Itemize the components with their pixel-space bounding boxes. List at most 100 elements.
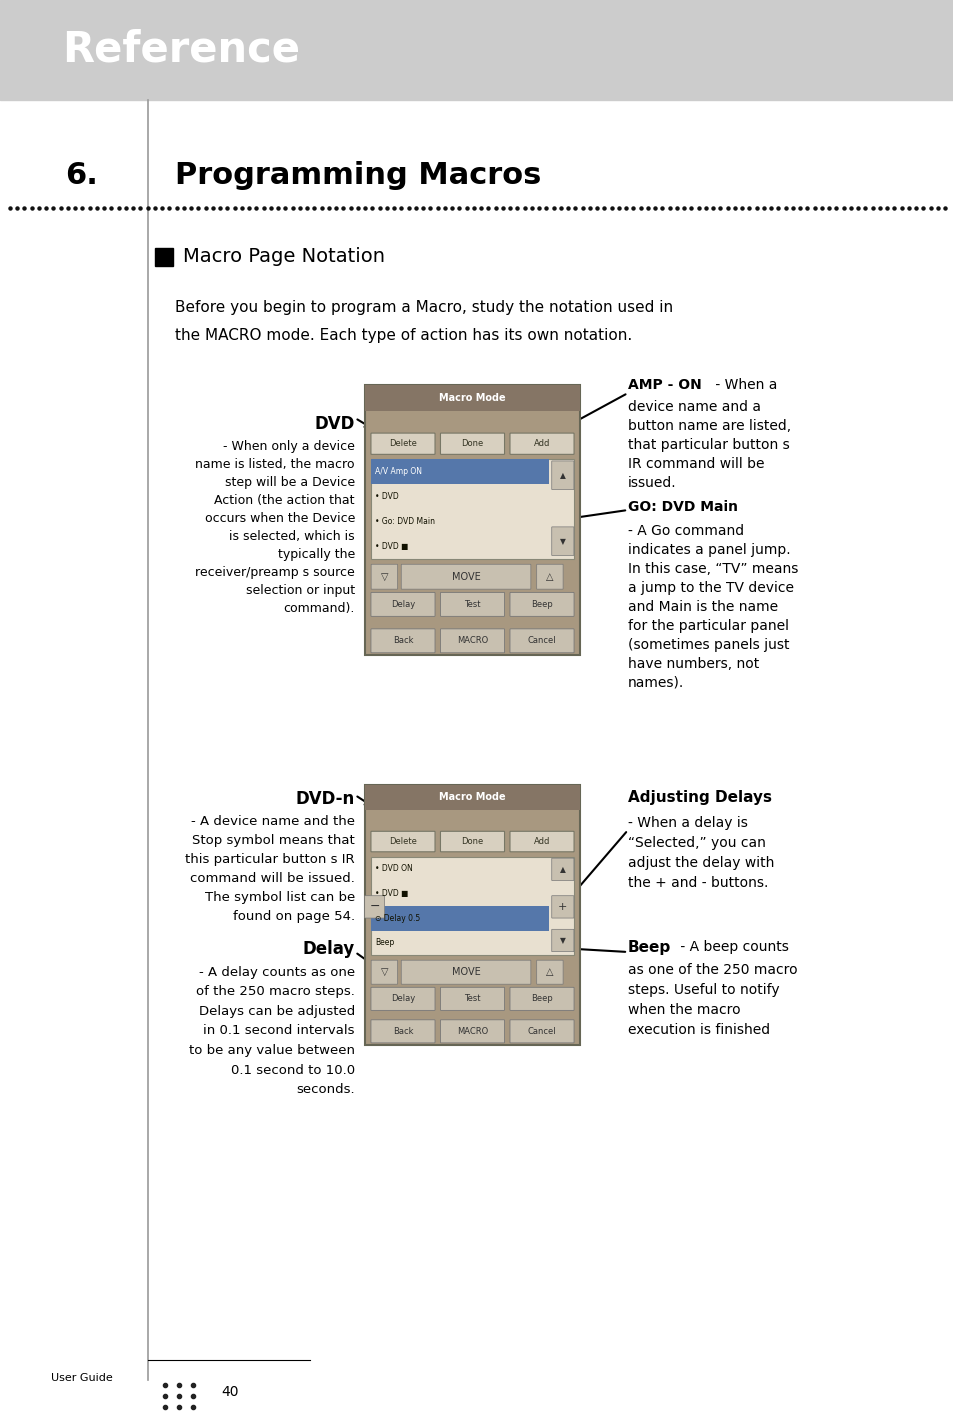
Text: MACRO: MACRO — [456, 1027, 488, 1036]
FancyBboxPatch shape — [440, 629, 504, 653]
FancyBboxPatch shape — [551, 896, 574, 919]
Bar — [371, 856, 573, 955]
Text: adjust the delay with: adjust the delay with — [627, 856, 774, 871]
Bar — [154, 248, 172, 267]
Text: The symbol list can be: The symbol list can be — [205, 890, 355, 904]
Text: IR command will be: IR command will be — [627, 457, 763, 471]
FancyBboxPatch shape — [537, 564, 562, 590]
Text: ▼: ▼ — [559, 935, 565, 945]
FancyBboxPatch shape — [440, 433, 504, 454]
Text: device name and a: device name and a — [627, 399, 760, 413]
Text: A/V Amp ON: A/V Amp ON — [375, 467, 422, 477]
FancyBboxPatch shape — [510, 629, 574, 653]
Text: DVD: DVD — [314, 415, 355, 433]
FancyBboxPatch shape — [440, 831, 504, 852]
Text: in 0.1 second intervals: in 0.1 second intervals — [203, 1024, 355, 1037]
Text: • DVD ■: • DVD ■ — [375, 542, 409, 552]
Text: ▲: ▲ — [559, 471, 565, 480]
Text: Beep: Beep — [627, 940, 671, 955]
Text: ▽: ▽ — [380, 571, 388, 581]
Text: this particular button s IR: this particular button s IR — [185, 854, 355, 866]
Text: +: + — [558, 902, 567, 912]
Text: command).: command). — [283, 602, 355, 615]
FancyBboxPatch shape — [551, 461, 574, 490]
Text: the + and - buttons.: the + and - buttons. — [627, 876, 767, 890]
Bar — [371, 459, 548, 484]
Text: Delay: Delay — [391, 600, 415, 610]
Text: receiver/preamp s source: receiver/preamp s source — [195, 566, 355, 579]
Text: Macro Mode: Macro Mode — [438, 392, 505, 402]
Text: ⊙ Delay 0.5: ⊙ Delay 0.5 — [375, 914, 420, 923]
FancyBboxPatch shape — [440, 1020, 504, 1043]
Text: found on page 54.: found on page 54. — [233, 910, 355, 923]
Text: - A delay counts as one: - A delay counts as one — [198, 967, 355, 979]
Text: Beep: Beep — [375, 938, 395, 947]
Text: Delay: Delay — [391, 995, 415, 1003]
Text: - When a: - When a — [710, 378, 777, 392]
Text: a jump to the TV device: a jump to the TV device — [627, 581, 793, 595]
Text: Cancel: Cancel — [527, 636, 556, 645]
Text: Done: Done — [461, 439, 483, 449]
Text: MOVE: MOVE — [451, 967, 480, 978]
Text: ▼: ▼ — [559, 536, 565, 546]
Text: Beep: Beep — [531, 995, 553, 1003]
Text: GO: DVD Main: GO: DVD Main — [627, 499, 738, 514]
Text: of the 250 macro steps.: of the 250 macro steps. — [196, 985, 355, 999]
Text: name is listed, the macro: name is listed, the macro — [195, 459, 355, 471]
FancyBboxPatch shape — [510, 988, 574, 1010]
Bar — [0, 0, 953, 100]
Text: Add: Add — [534, 837, 550, 847]
Text: Cancel: Cancel — [527, 1027, 556, 1036]
FancyBboxPatch shape — [551, 526, 574, 556]
Text: • DVD ■: • DVD ■ — [375, 889, 409, 897]
Text: (sometimes panels just: (sometimes panels just — [627, 638, 789, 652]
Text: AMP - ON: AMP - ON — [627, 378, 701, 392]
Text: Macro Page Notation: Macro Page Notation — [183, 247, 385, 267]
FancyBboxPatch shape — [537, 961, 562, 985]
Text: selection or input: selection or input — [246, 584, 355, 597]
Text: - A device name and the: - A device name and the — [191, 816, 355, 828]
Text: button name are listed,: button name are listed, — [627, 419, 790, 433]
Text: that particular button s: that particular button s — [627, 437, 789, 452]
Text: • DVD: • DVD — [375, 492, 398, 501]
FancyBboxPatch shape — [371, 564, 397, 590]
Text: is selected, which is: is selected, which is — [229, 531, 355, 543]
Text: Programming Macros: Programming Macros — [174, 161, 540, 189]
FancyBboxPatch shape — [401, 564, 530, 590]
Text: indicates a panel jump.: indicates a panel jump. — [627, 543, 790, 557]
Text: Stop symbol means that: Stop symbol means that — [193, 834, 355, 847]
Text: 6.: 6. — [66, 161, 98, 189]
FancyBboxPatch shape — [510, 831, 574, 852]
Text: Back: Back — [393, 636, 413, 645]
FancyBboxPatch shape — [551, 930, 574, 951]
Text: and Main is the name: and Main is the name — [627, 600, 778, 614]
Bar — [371, 906, 548, 931]
Text: In this case, “TV” means: In this case, “TV” means — [627, 562, 798, 576]
Text: DVD-n: DVD-n — [295, 790, 355, 809]
Text: Action (the action that: Action (the action that — [214, 494, 355, 507]
Text: - When only a device: - When only a device — [223, 440, 355, 453]
Text: MOVE: MOVE — [451, 571, 480, 581]
FancyBboxPatch shape — [371, 433, 435, 454]
Text: command will be issued.: command will be issued. — [190, 872, 355, 885]
Text: issued.: issued. — [627, 476, 676, 490]
Text: occurs when the Device: occurs when the Device — [204, 512, 355, 525]
Text: Before you begin to program a Macro, study the notation used in: Before you begin to program a Macro, stu… — [174, 301, 673, 315]
Text: Done: Done — [461, 837, 483, 847]
Text: −: − — [369, 900, 379, 913]
Text: - A Go command: - A Go command — [627, 523, 743, 538]
Text: ▲: ▲ — [559, 865, 565, 873]
Text: MACRO: MACRO — [456, 636, 488, 645]
Text: • Go: DVD Main: • Go: DVD Main — [375, 518, 435, 526]
Bar — [371, 459, 573, 559]
FancyBboxPatch shape — [364, 896, 384, 919]
Text: names).: names). — [627, 676, 683, 690]
Text: Beep: Beep — [531, 600, 553, 610]
Text: △: △ — [545, 967, 553, 978]
Text: “Selected,” you can: “Selected,” you can — [627, 835, 765, 849]
FancyBboxPatch shape — [440, 988, 504, 1010]
Text: ▽: ▽ — [380, 967, 388, 978]
FancyBboxPatch shape — [371, 988, 435, 1010]
FancyBboxPatch shape — [510, 1020, 574, 1043]
Text: seconds.: seconds. — [296, 1084, 355, 1096]
